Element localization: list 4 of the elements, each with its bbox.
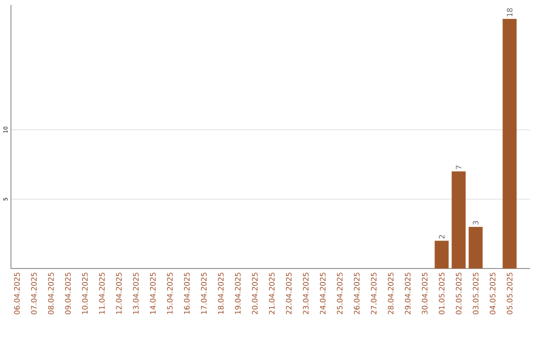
- bar: [468, 226, 483, 268]
- bar: [452, 171, 466, 268]
- bar: [502, 18, 517, 268]
- bar: [434, 240, 449, 268]
